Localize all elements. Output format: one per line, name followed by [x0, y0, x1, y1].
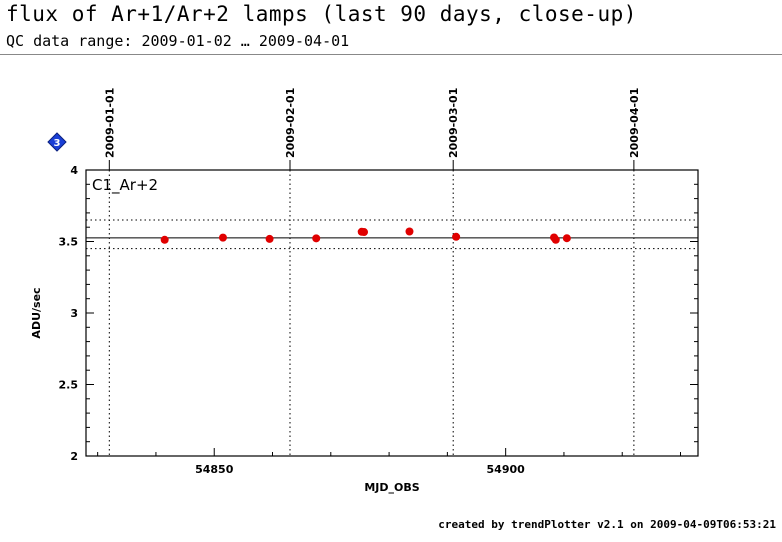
data-point — [265, 234, 274, 243]
diamond-badge-icon[interactable]: 3 — [47, 132, 67, 152]
data-range-subtitle: QC data range: 2009-01-02 … 2009-04-01 — [6, 32, 350, 50]
header-divider — [0, 54, 782, 55]
y-axis-label: ADU/sec — [30, 287, 43, 338]
y-tick-label: 4 — [70, 164, 78, 177]
date-marker-lines — [108, 160, 635, 456]
badge-label: 3 — [54, 138, 61, 149]
data-point — [160, 235, 169, 244]
data-point — [312, 234, 321, 243]
data-point — [562, 234, 571, 243]
date-marker-label: 2009-01-01 — [103, 88, 116, 158]
x-tick-label: 54850 — [195, 463, 234, 476]
y-tick-label: 3 — [70, 307, 78, 320]
date-marker-label: 2009-04-01 — [628, 88, 641, 158]
data-point — [218, 233, 227, 242]
threshold-lines — [86, 219, 698, 250]
x-axis-label: MJD_OBS — [364, 481, 419, 494]
plot-frame — [85, 169, 699, 457]
panel-label: C1_Ar+2 — [92, 176, 158, 195]
data-point — [551, 235, 560, 244]
data-point — [360, 228, 369, 237]
y-tick-label: 2.5 — [59, 379, 79, 392]
y-axis-ticks: 2 2.5 3 3.5 4 — [59, 164, 698, 463]
page-title: flux of Ar+1/Ar+2 lamps (last 90 days, c… — [6, 2, 637, 26]
data-point — [405, 227, 414, 236]
date-marker-label: 2009-03-01 — [447, 88, 460, 158]
x-tick-label: 54900 — [487, 463, 526, 476]
footer-credit: created by trendPlotter v2.1 on 2009-04-… — [438, 518, 776, 531]
data-points — [160, 227, 571, 244]
y-tick-label: 2 — [70, 450, 78, 463]
y-tick-label: 3.5 — [59, 236, 79, 249]
data-point — [452, 232, 461, 241]
x-axis-ticks: 54850 54900 — [97, 448, 682, 476]
date-marker-label: 2009-02-01 — [284, 88, 297, 158]
date-marker-labels: 2009-01-01 2009-02-01 2009-03-01 2009-04-01 — [103, 88, 641, 158]
